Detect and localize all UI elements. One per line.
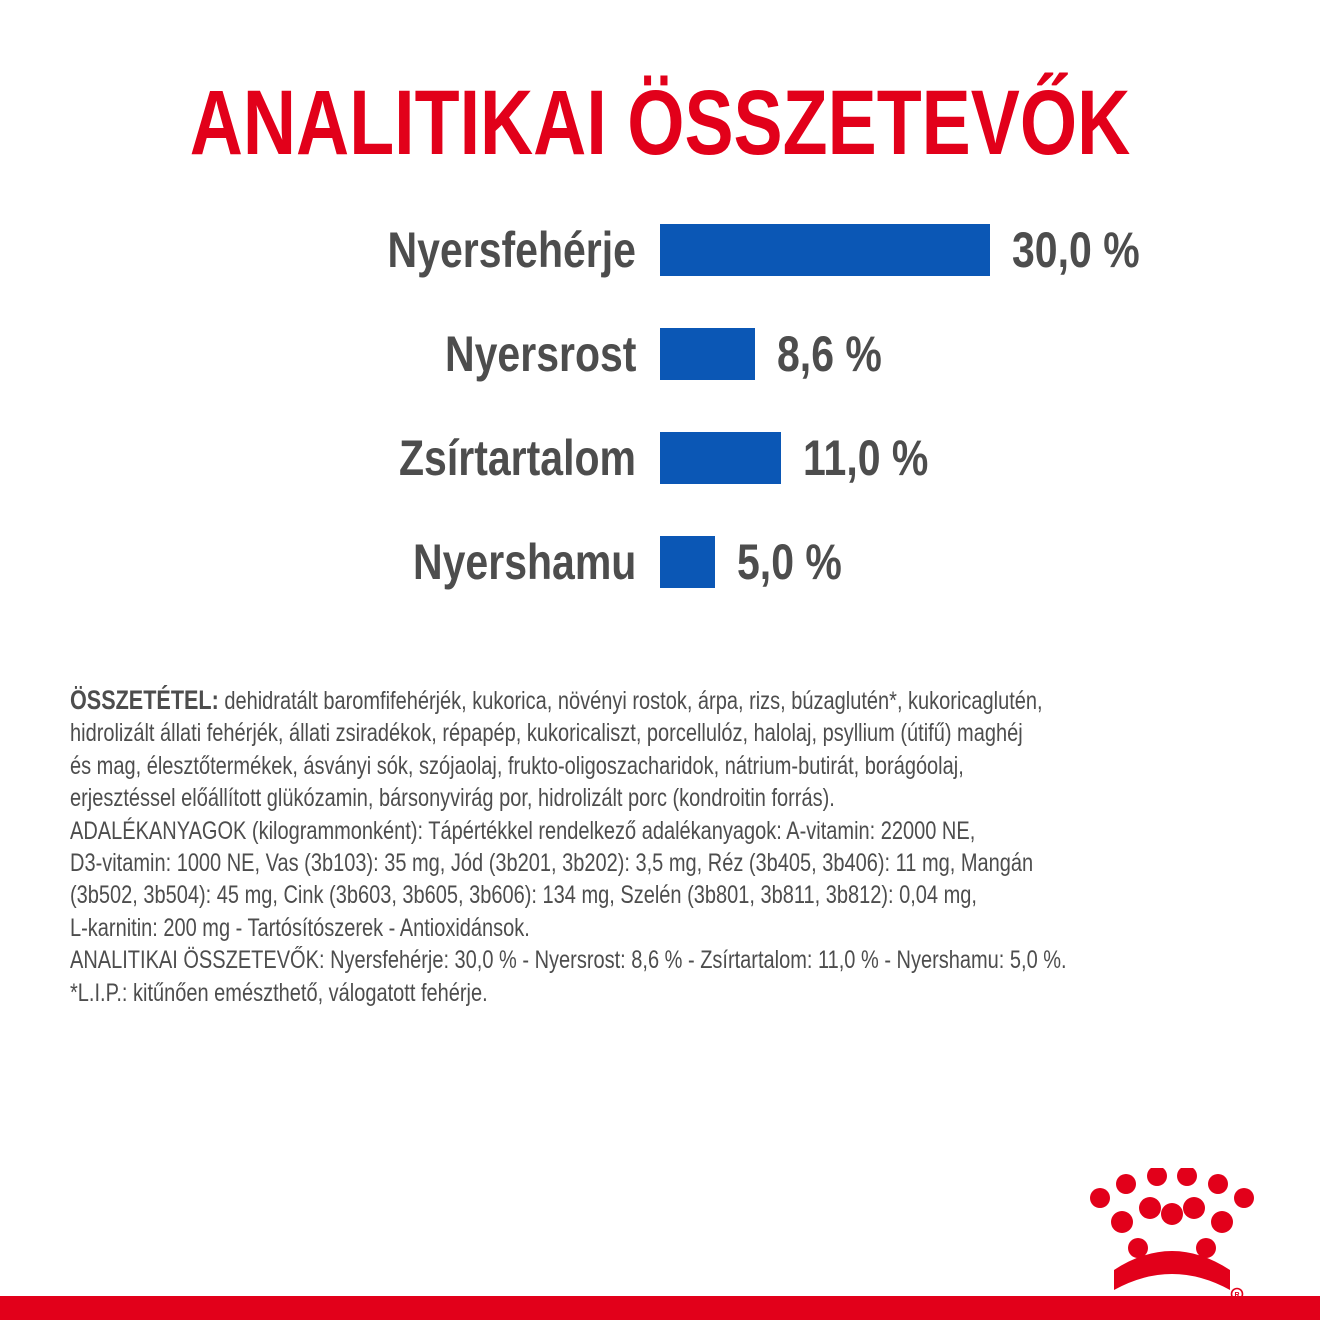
composition-line-0-text: dehidratált baromfifehérjék, kukorica, n…	[218, 687, 1043, 715]
chart-row: Zsírtartalom 11,0 %	[0, 428, 1320, 488]
category-label: Nyersfehérje	[387, 222, 636, 278]
composition-text: ÖSSZETÉTEL: dehidratált baromfifehérjék,…	[70, 684, 1238, 1009]
category-label: Nyershamu	[412, 534, 636, 590]
category-label: Nyersrost	[444, 326, 636, 382]
chart-row: Nyersfehérje 30,0 %	[0, 220, 1320, 280]
composition-line-2: és mag, élesztőtermékek, ásványi sók, sz…	[70, 751, 964, 780]
composition-line-0: ÖSSZETÉTEL: dehidratált baromfifehérjék,…	[70, 684, 1238, 717]
page-title: ANALITIKAI ÖSSZETEVŐK	[189, 72, 1131, 174]
composition-line-6: (3b502, 3b504): 45 mg, Cink (3b603, 3b60…	[70, 881, 977, 910]
svg-text:R: R	[1234, 1292, 1239, 1299]
composition-line-1: hidrolizált állati fehérjék, állati zsir…	[70, 719, 1023, 748]
bar	[660, 536, 715, 588]
chart-row: Nyersrost 8,6 %	[0, 324, 1320, 384]
value-label: 11,0 %	[803, 430, 929, 486]
chart-row: Nyershamu 5,0 %	[0, 532, 1320, 592]
bar	[660, 432, 781, 484]
bar-chart: Nyersfehérje 30,0 % Nyersrost 8,6 % Zsírtart…	[0, 220, 1320, 640]
composition-line-4: ADALÉKANYAGOK (kilogrammonként): Tápérté…	[70, 816, 976, 845]
composition-line-5: D3-vitamin: 1000 NE, Vas (3b103): 35 mg,…	[70, 849, 1034, 878]
bar	[660, 224, 990, 276]
composition-line-7: L-karnitin: 200 mg - Tartósítószerek - A…	[70, 913, 530, 942]
value-label: 5,0 %	[737, 534, 842, 590]
crown-icon: R	[1090, 1168, 1254, 1301]
composition-line-9: *L.I.P.: kitűnően emészthető, válogatott…	[70, 978, 488, 1007]
bar	[660, 328, 755, 380]
composition-line-3: erjesztéssel előállított glükózamin, bár…	[70, 784, 835, 813]
composition-line-8: ANALITIKAI ÖSSZETEVŐK: Nyersfehérje: 30,…	[70, 946, 1067, 975]
bottom-band	[0, 1296, 1320, 1320]
value-label: 8,6 %	[776, 326, 882, 382]
value-label: 30,0 %	[1012, 222, 1140, 278]
composition-lead: ÖSSZETÉTEL:	[70, 685, 219, 715]
category-label: Zsírtartalom	[399, 430, 636, 486]
